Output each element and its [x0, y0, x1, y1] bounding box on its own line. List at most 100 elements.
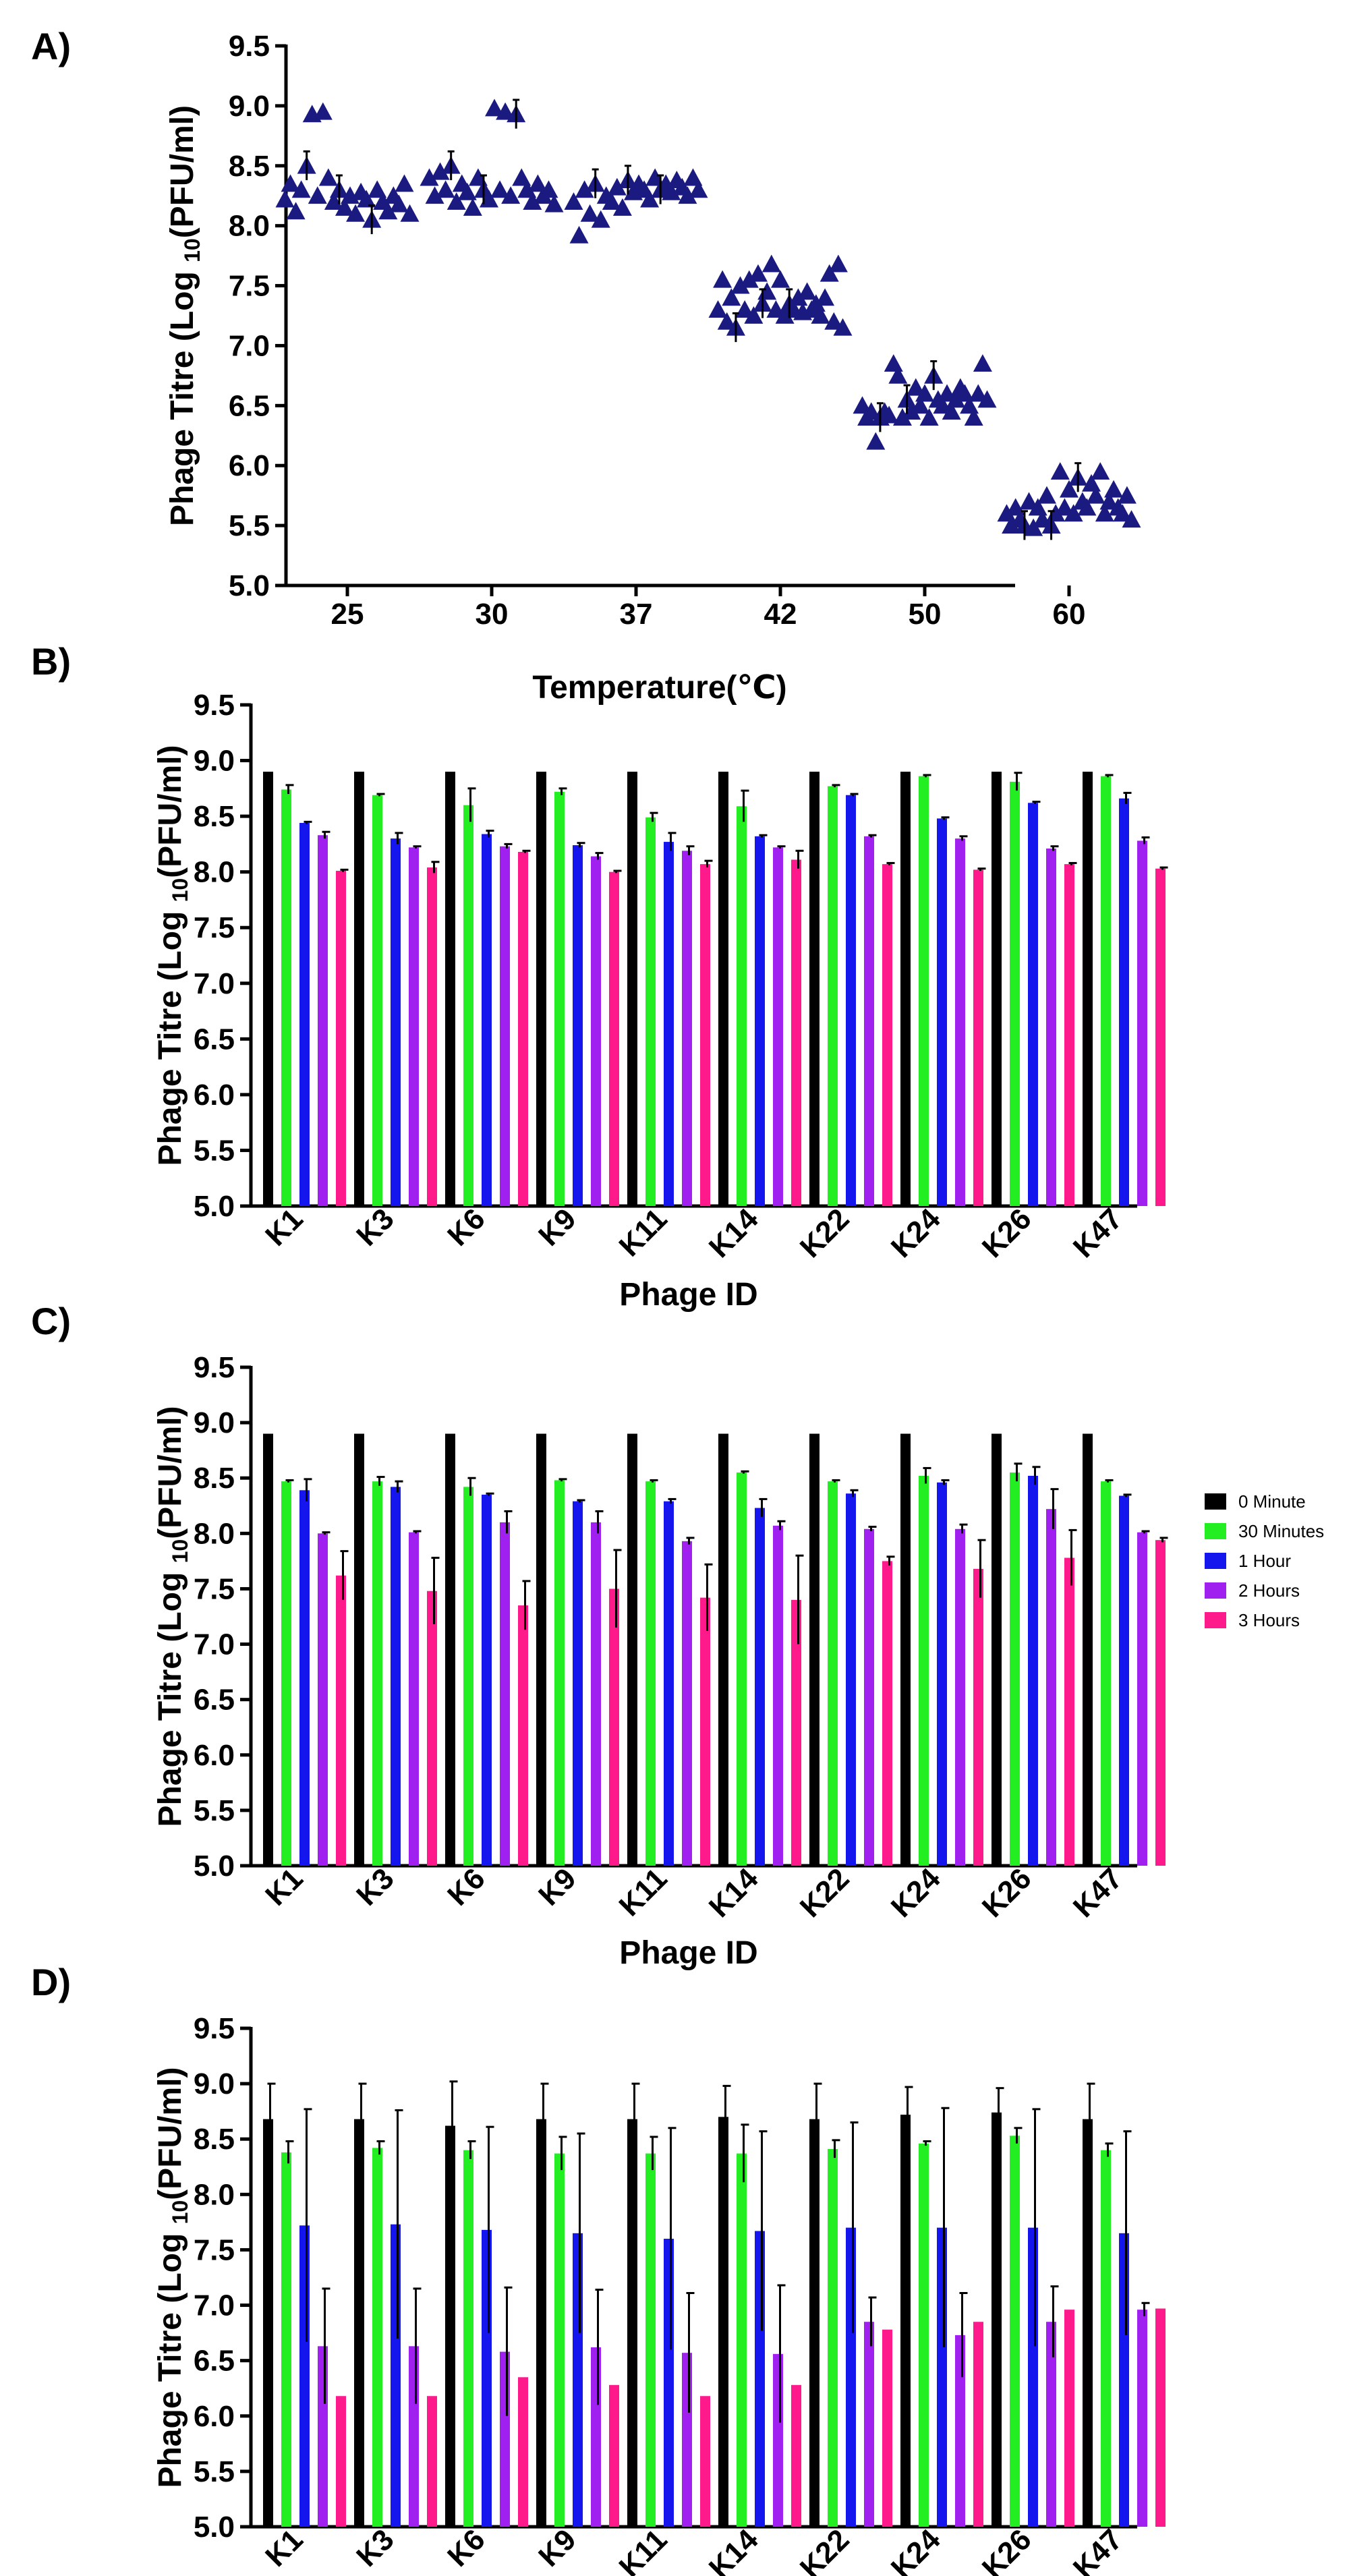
x-tick-label: 37 — [620, 598, 653, 631]
x-tick-label-k11: K11 — [613, 1862, 674, 1922]
data-point-triangle — [291, 180, 311, 198]
data-point-triangle — [892, 408, 912, 426]
bar-k3-2-hours — [409, 847, 419, 1206]
bar-k14-0-minute — [718, 2117, 728, 2527]
data-point-triangle — [828, 254, 848, 273]
bar-k26-3-hours — [1064, 864, 1074, 1206]
bar-k47-3-hours — [1155, 1540, 1166, 1866]
bar-k11-0-minute — [627, 2119, 637, 2527]
bar-k24-30-minutes — [919, 1475, 929, 1866]
x-tick-label-k9: K9 — [532, 2523, 582, 2573]
y-tick-label: 7.0 — [194, 1628, 235, 1661]
data-point-triangle — [281, 174, 300, 192]
y-axis-title: Phage Titre (Log 10(PFU/ml) — [152, 2067, 192, 2488]
bar-k6-0-minute — [445, 1433, 455, 1866]
data-point-triangle — [946, 390, 966, 408]
bar-k26-2-hours — [1046, 2322, 1056, 2527]
bar-k9-2-hours — [591, 2347, 601, 2527]
bar-k9-2-hours — [591, 856, 601, 1206]
bar-k3-30-minutes — [372, 2148, 382, 2527]
data-point-triangle — [730, 276, 750, 294]
y-tick-label: 5.5 — [194, 1134, 235, 1167]
y-tick-label: 5.5 — [194, 2455, 235, 2488]
x-tick-label-k9: K9 — [532, 1862, 582, 1912]
bar-k9-1-hour — [573, 2233, 583, 2527]
data-point-triangle — [1064, 504, 1083, 522]
legend-label-3: 2 Hours — [1238, 1580, 1300, 1601]
data-point-triangle — [735, 300, 755, 318]
x-tick-label: 30 — [476, 598, 509, 631]
data-point-triangle — [888, 366, 908, 384]
data-point-triangle — [602, 192, 621, 210]
data-point-triangle — [607, 177, 627, 196]
bar-k1-30-minutes — [281, 1481, 291, 1866]
data-point-triangle — [569, 225, 589, 244]
x-tick-label-k26: K26 — [976, 1202, 1038, 1264]
data-point-triangle — [1055, 498, 1074, 516]
data-point-triangle — [286, 202, 306, 220]
y-tick-label: 8.5 — [194, 2123, 235, 2156]
x-tick-label-k3: K3 — [350, 2523, 400, 2573]
data-point-triangle — [1050, 462, 1070, 480]
bar-k3-1-hour — [391, 2224, 401, 2527]
bar-k6-3-hours — [518, 851, 528, 1206]
bar-k11-0-minute — [627, 1433, 637, 1866]
bar-k47-2-hours — [1137, 840, 1147, 1206]
y-tick-label: 7.5 — [229, 270, 270, 303]
y-tick-label: 7.0 — [229, 329, 270, 362]
y-tick-label: 9.5 — [229, 30, 270, 63]
bar-k9-0-minute — [536, 2119, 546, 2527]
bar-k14-3-hours — [791, 2384, 801, 2527]
y-axis-title: Phage Titre (Log 10(PFU/ml) — [152, 745, 192, 1166]
bar-k1-2-hours — [318, 1533, 328, 1866]
x-tick-label-k26: K26 — [976, 2523, 1038, 2576]
bar-k47-1-hour — [1119, 1495, 1129, 1866]
y-tick-label: 5.0 — [194, 1190, 235, 1223]
bar-k14-1-hour — [755, 836, 765, 1206]
data-point-triangle — [824, 312, 844, 330]
bar-k22-0-minute — [809, 2119, 820, 2527]
y-tick-label: 6.0 — [194, 2400, 235, 2433]
bar-k26-30-minutes — [1010, 1472, 1020, 1866]
bar-k1-0-minute — [263, 2119, 273, 2527]
data-point-triangle — [969, 384, 988, 402]
bar-k6-1-hour — [482, 2229, 492, 2527]
data-point-triangle — [517, 180, 537, 198]
bar-k24-1-hour — [937, 1482, 947, 1866]
bar-k11-3-hours — [700, 864, 710, 1206]
data-point-triangle — [915, 384, 934, 402]
bar-k47-3-hours — [1155, 2308, 1166, 2527]
bar-k9-30-minutes — [554, 791, 565, 1206]
bar-k22-0-minute — [809, 772, 820, 1206]
bar-k9-30-minutes — [554, 2153, 565, 2527]
x-tick-label-k11: K11 — [613, 2523, 674, 2576]
data-point-triangle — [425, 186, 444, 204]
bar-k26-0-minute — [991, 772, 1002, 1206]
bar-k1-30-minutes — [281, 2152, 291, 2527]
data-point-triangle — [324, 192, 343, 210]
data-point-triangle — [761, 254, 781, 273]
bar-k1-0-minute — [263, 772, 273, 1206]
bar-k47-0-minute — [1083, 772, 1093, 1206]
bar-k11-1-hour — [664, 1501, 674, 1866]
bar-k11-30-minutes — [645, 1481, 656, 1866]
bar-k22-2-hours — [864, 836, 874, 1206]
bar-k9-0-minute — [536, 1433, 546, 1866]
data-point-triangle — [866, 432, 886, 450]
data-point-triangle — [1060, 480, 1079, 498]
bar-k24-30-minutes — [919, 2143, 929, 2527]
panel-d-letter: D) — [31, 1961, 71, 2003]
y-tick-label: 5.0 — [194, 1850, 235, 1883]
data-point-triangle — [1095, 504, 1114, 522]
data-point-triangle — [833, 318, 853, 336]
bar-k24-3-hours — [973, 2322, 983, 2527]
x-tick-label-k22: K22 — [794, 2523, 856, 2576]
y-axis-title: Phage Titre (Log 10(PFU/ml) — [165, 105, 204, 526]
bar-k26-30-minutes — [1010, 781, 1020, 1206]
bar-k3-0-minute — [354, 2119, 364, 2527]
data-point-triangle — [430, 162, 450, 180]
legend-swatch-4 — [1205, 1612, 1226, 1628]
data-point-triangle — [490, 180, 510, 198]
bar-k9-1-hour — [573, 845, 583, 1206]
